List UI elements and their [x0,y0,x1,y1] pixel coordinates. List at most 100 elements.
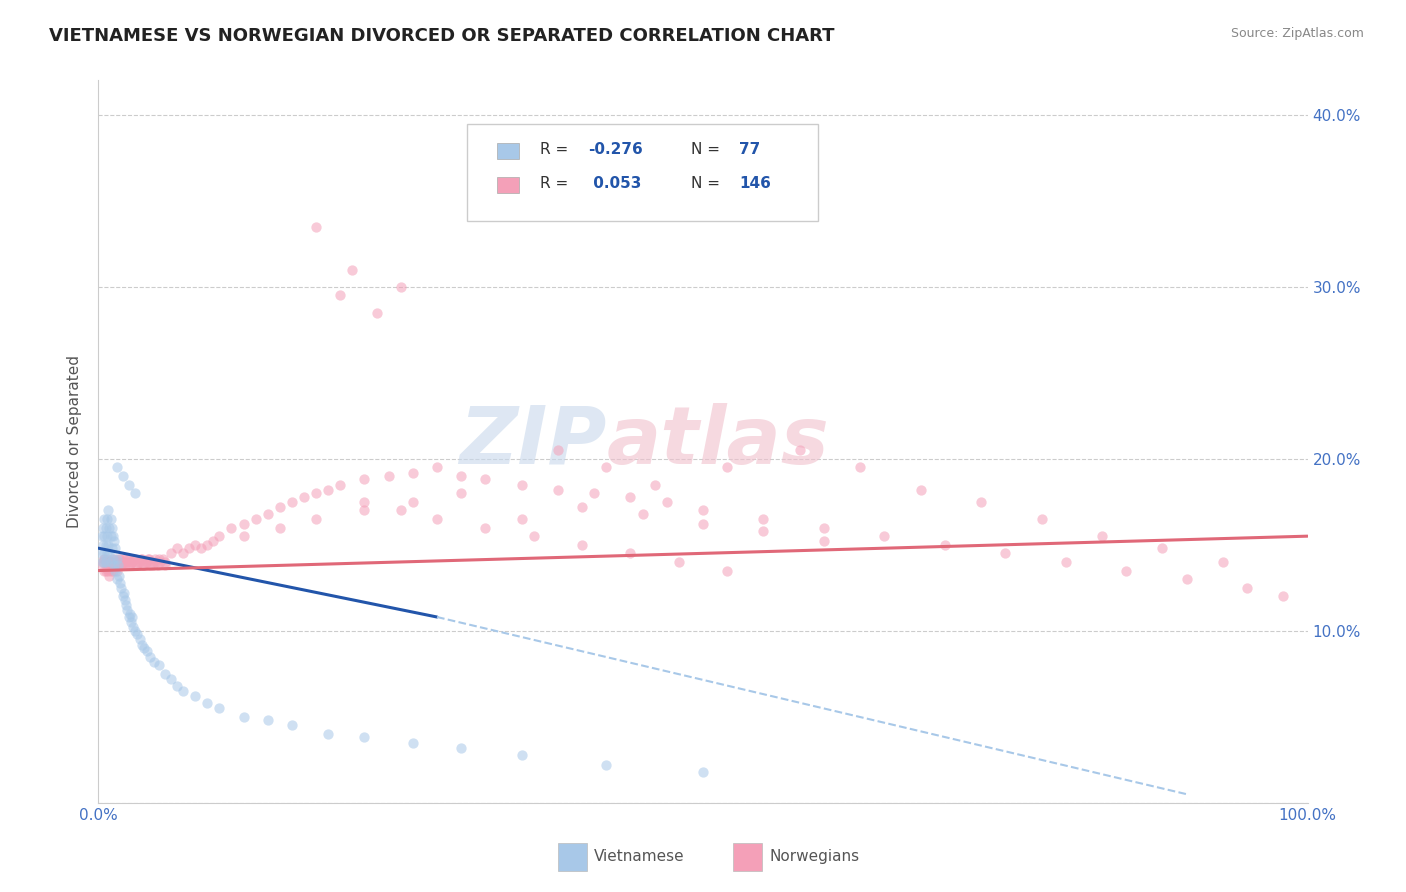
Point [523,529,546,543]
Point [111,469,134,483]
Point [105,572,128,586]
Point [118,551,141,566]
Point [142,558,165,573]
Point [644,477,666,491]
Point [813,534,835,549]
Point [103,534,125,549]
Point [910,483,932,497]
Point [131,638,153,652]
Point [110,581,132,595]
Point [142,555,165,569]
Point [402,494,425,508]
Point [474,472,496,486]
Point [100,512,122,526]
Point [595,758,617,772]
Text: 146: 146 [740,176,770,191]
Point [108,551,131,566]
Point [195,696,218,710]
Text: Source: ZipAtlas.com: Source: ZipAtlas.com [1230,27,1364,40]
Point [93,546,115,560]
Point [97,555,120,569]
Point [305,486,328,500]
Point [108,568,131,582]
Point [1031,512,1053,526]
Point [100,558,122,573]
Point [256,713,278,727]
Point [692,764,714,779]
Point [91,555,114,569]
Point [104,564,127,578]
Point [752,524,775,538]
Point [426,460,449,475]
Point [172,546,194,560]
Point [316,483,339,497]
Point [1091,529,1114,543]
Point [232,517,254,532]
Point [94,555,117,569]
Point [105,555,128,569]
Point [668,555,690,569]
Text: VIETNAMESE VS NORWEGIAN DIVORCED OR SEPARATED CORRELATION CHART: VIETNAMESE VS NORWEGIAN DIVORCED OR SEPA… [49,27,835,45]
Point [402,735,425,749]
Point [172,684,194,698]
Point [510,747,533,762]
FancyBboxPatch shape [467,124,818,221]
Point [96,512,118,526]
Text: Vietnamese: Vietnamese [595,849,685,864]
Point [134,558,156,573]
Text: N =: N = [690,176,720,191]
Point [1272,590,1295,604]
Point [118,610,141,624]
Point [145,555,167,569]
Point [342,262,364,277]
Point [93,512,115,526]
Text: 0.053: 0.053 [588,176,641,191]
Point [377,469,399,483]
Text: atlas: atlas [606,402,830,481]
Point [366,305,388,319]
Point [184,538,207,552]
Point [595,460,617,475]
Point [179,541,201,556]
Point [139,649,162,664]
Point [101,551,124,566]
Point [143,551,166,566]
Point [149,555,172,569]
Point [117,603,139,617]
Point [91,520,114,534]
Point [1175,572,1198,586]
Point [91,555,114,569]
Point [281,494,304,508]
Point [160,672,183,686]
Point [127,555,149,569]
Y-axis label: Divorced or Separated: Divorced or Separated [67,355,83,528]
Text: N =: N = [690,142,720,157]
Point [292,490,315,504]
Point [571,500,593,514]
Point [124,551,146,566]
Point [655,494,678,508]
Point [96,562,118,576]
Point [112,555,135,569]
Point [104,551,127,566]
Point [450,740,472,755]
Point [202,534,225,549]
Point [994,546,1017,560]
Point [101,555,124,569]
Point [269,500,291,514]
Point [353,503,375,517]
Point [96,558,118,573]
Text: R =: R = [540,142,572,157]
Text: -0.276: -0.276 [588,142,643,157]
Point [101,529,124,543]
Point [329,477,352,491]
Point [94,564,117,578]
Point [103,558,125,573]
Point [789,443,811,458]
Point [1054,555,1077,569]
Point [692,503,714,517]
Point [450,469,472,483]
Text: 77: 77 [740,142,761,157]
Point [112,551,135,566]
Point [98,555,121,569]
